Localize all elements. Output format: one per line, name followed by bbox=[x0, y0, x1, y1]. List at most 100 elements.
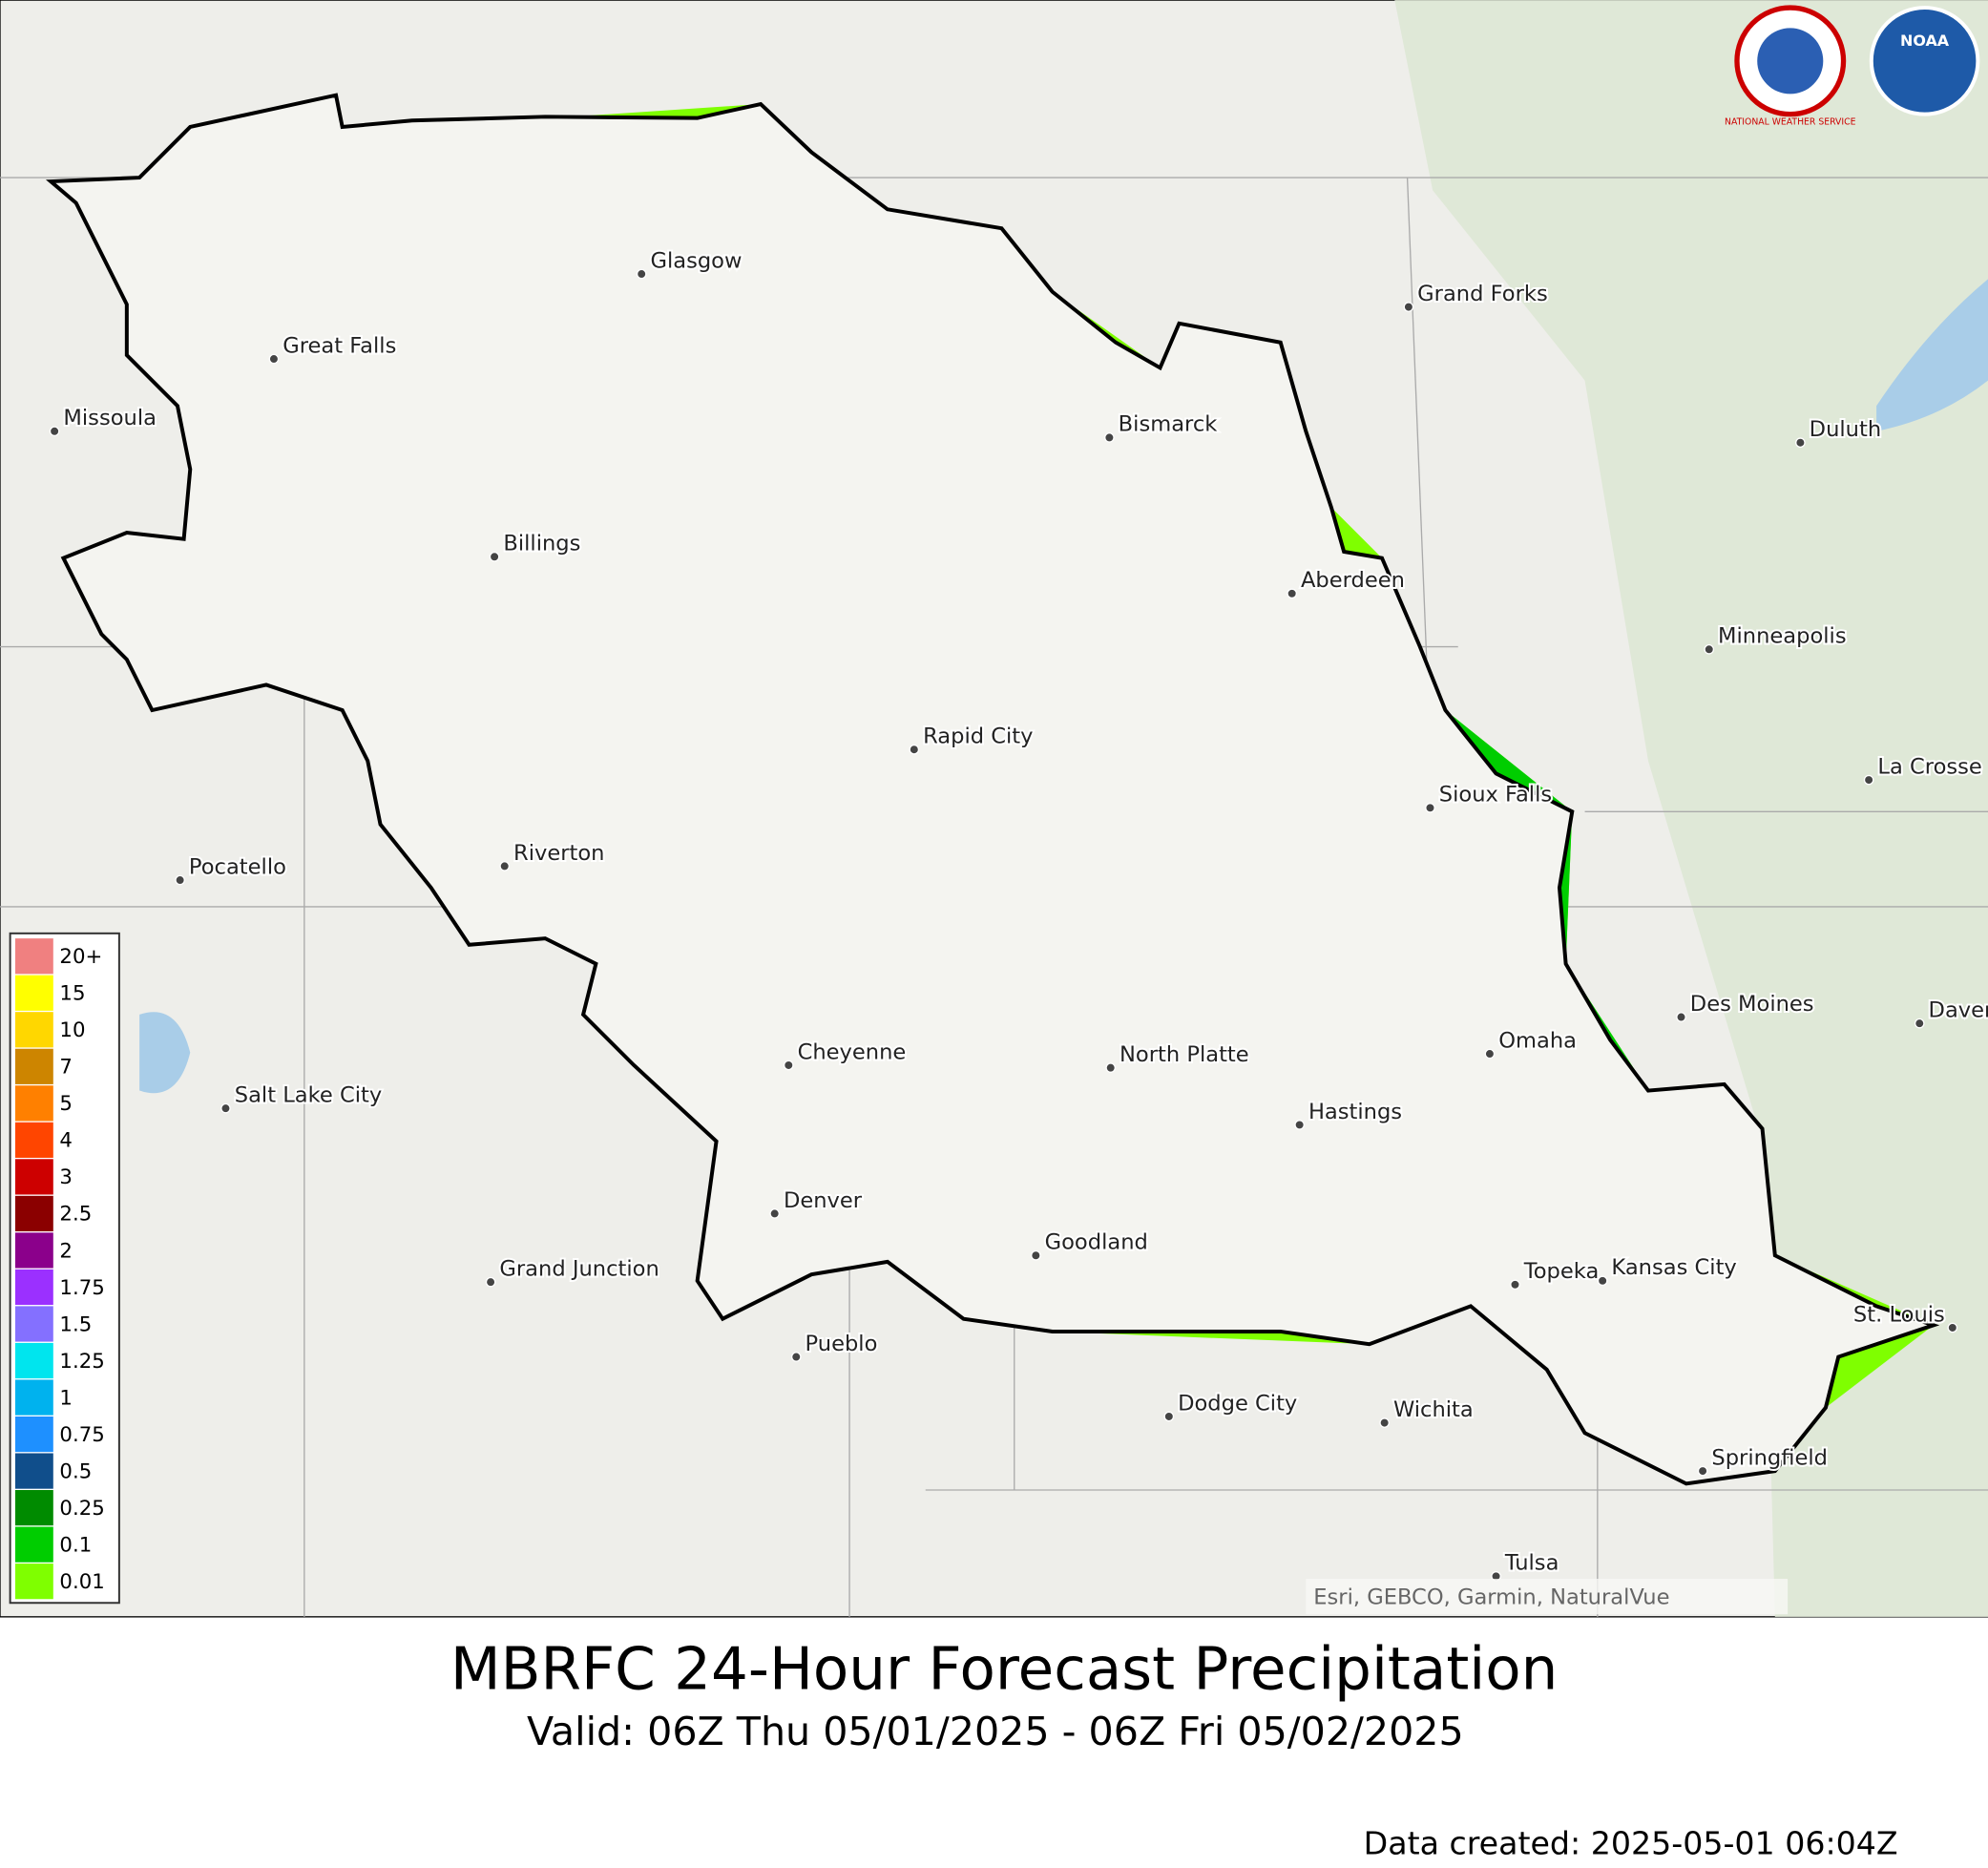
city-dot bbox=[1914, 1018, 1925, 1029]
legend-swatch bbox=[14, 1048, 53, 1084]
city-label: Des Moines bbox=[1690, 992, 1814, 1017]
legend-swatch bbox=[14, 1195, 53, 1232]
city-dot bbox=[790, 1352, 802, 1362]
nws-logo-text: NATIONAL WEATHER SERVICE bbox=[1725, 116, 1856, 127]
legend-label: 0.01 bbox=[59, 1570, 104, 1594]
data-created: Data created: 2025-05-01 06:04Z bbox=[1364, 1824, 1898, 1861]
legend: 20+ 15 10 7 5 4 3 2.5 2 1.75 1.5 1.25 1 0.75 0.5 0.25 0.… bbox=[9, 932, 120, 1605]
city-dot bbox=[1795, 437, 1806, 449]
legend-swatch bbox=[14, 1012, 53, 1048]
legend-label: 1 bbox=[59, 1386, 73, 1410]
city-label: Topeka bbox=[1523, 1259, 1600, 1284]
logos: NATIONAL WEATHER SERVICE NOAA bbox=[1725, 5, 1980, 127]
city-label: Missoula bbox=[63, 406, 157, 430]
legend-swatch bbox=[14, 1453, 53, 1489]
city-label: Davenport bbox=[1929, 998, 1988, 1023]
city-dot bbox=[499, 861, 511, 871]
noaa-logo bbox=[1869, 6, 1980, 116]
city-dot bbox=[1104, 432, 1115, 443]
city-dot bbox=[175, 874, 185, 886]
legend-label: 7 bbox=[59, 1056, 73, 1080]
city-dot bbox=[1379, 1417, 1390, 1428]
nws-logo-inner bbox=[1757, 28, 1824, 94]
city-label: St. Louis bbox=[1853, 1302, 1945, 1327]
city-dot bbox=[220, 1102, 231, 1114]
legend-label: 5 bbox=[59, 1092, 73, 1116]
city-label: Pueblo bbox=[806, 1332, 878, 1356]
city-label: Pocatello bbox=[189, 854, 286, 879]
city-dot bbox=[1676, 1012, 1686, 1022]
legend-label: 0.1 bbox=[59, 1533, 92, 1557]
legend-label: 20+ bbox=[59, 945, 102, 969]
legend-label: 4 bbox=[59, 1129, 73, 1153]
city-label: Springfield bbox=[1711, 1445, 1828, 1470]
city-dot bbox=[49, 426, 60, 437]
city-label: Bismarck bbox=[1119, 412, 1219, 437]
city-label: Kansas City bbox=[1611, 1255, 1736, 1280]
city-label: Sioux Falls bbox=[1439, 783, 1552, 808]
legend-label: 3 bbox=[59, 1165, 73, 1189]
city-dot bbox=[1105, 1062, 1117, 1073]
city-label: Minneapolis bbox=[1718, 624, 1847, 649]
city-label: La Crosse bbox=[1877, 754, 1981, 779]
city-label: Rapid City bbox=[923, 724, 1033, 749]
legend-swatch bbox=[14, 938, 53, 975]
legend-swatch bbox=[14, 1085, 53, 1122]
city-label: Aberdeen bbox=[1301, 568, 1405, 593]
city-label: Great Falls bbox=[283, 333, 396, 358]
legend-swatch bbox=[14, 1122, 53, 1158]
legend-swatch bbox=[14, 1269, 53, 1306]
legend-label: 1.75 bbox=[59, 1276, 104, 1300]
city-dot bbox=[1863, 774, 1874, 786]
legend-label: 2 bbox=[59, 1239, 73, 1263]
legend-label: 0.75 bbox=[59, 1423, 104, 1447]
lake-superior bbox=[1876, 279, 1988, 431]
legend-swatch bbox=[14, 1379, 53, 1416]
city-dot bbox=[485, 1276, 496, 1288]
city-dot bbox=[1163, 1411, 1175, 1422]
legend-label: 1.5 bbox=[59, 1312, 92, 1336]
legend-label: 1.25 bbox=[59, 1350, 104, 1374]
city-dot bbox=[1947, 1322, 1958, 1333]
legend-swatch bbox=[14, 1416, 53, 1453]
city-label: Grand Forks bbox=[1417, 282, 1548, 306]
city-dot bbox=[1031, 1249, 1041, 1261]
legend-swatch bbox=[14, 1526, 53, 1563]
city-dot bbox=[268, 353, 280, 365]
city-label: Goodland bbox=[1045, 1230, 1148, 1255]
legend-swatch bbox=[14, 1490, 53, 1526]
city-dot bbox=[783, 1060, 794, 1071]
city-label: North Platte bbox=[1120, 1042, 1249, 1067]
attribution: Esri, GEBCO, Garmin, NaturalVue bbox=[1313, 1585, 1669, 1610]
city-dot bbox=[909, 744, 920, 755]
city-label: Wichita bbox=[1393, 1397, 1474, 1422]
city-dot bbox=[1425, 802, 1435, 813]
city-dot bbox=[1287, 588, 1297, 599]
city-label: Glasgow bbox=[650, 248, 742, 273]
legend-label: 0.5 bbox=[59, 1459, 92, 1483]
city-dot bbox=[1510, 1279, 1520, 1291]
city-dot bbox=[1484, 1048, 1496, 1060]
city-dot bbox=[769, 1208, 780, 1219]
city-dot bbox=[1403, 302, 1414, 312]
city-dot bbox=[636, 268, 647, 280]
legend-label: 15 bbox=[59, 982, 85, 1006]
city-label: Billings bbox=[503, 532, 580, 556]
legend-label: 10 bbox=[59, 1018, 85, 1042]
subtitle: Valid: 06Z Thu 05/01/2025 - 06Z Fri 05/0… bbox=[527, 1709, 1464, 1754]
city-layer: Glasgow Grand Forks Great Falls Missoula Bis… bbox=[49, 246, 1988, 1582]
legend-swatch bbox=[14, 1342, 53, 1379]
city-dot bbox=[1704, 643, 1715, 655]
noaa-logo-text: NOAA bbox=[1900, 31, 1950, 50]
city-label: Duluth bbox=[1810, 417, 1881, 442]
legend-swatch bbox=[14, 1232, 53, 1269]
city-label: Cheyenne bbox=[798, 1039, 907, 1064]
city-label: Omaha bbox=[1498, 1028, 1577, 1053]
city-label: Riverton bbox=[513, 841, 604, 866]
city-dot bbox=[489, 551, 500, 562]
city-label: Hastings bbox=[1308, 1100, 1402, 1124]
legend-label: 2.5 bbox=[59, 1203, 92, 1227]
city-label: Salt Lake City bbox=[235, 1083, 382, 1108]
city-dot bbox=[1294, 1120, 1305, 1130]
